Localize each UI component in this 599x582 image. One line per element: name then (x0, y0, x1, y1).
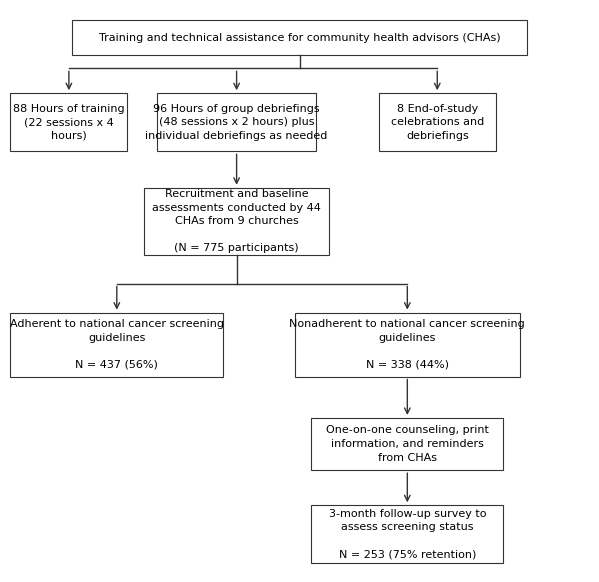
FancyBboxPatch shape (11, 93, 128, 151)
Text: One-on-one counseling, print
information, and reminders
from CHAs: One-on-one counseling, print information… (326, 425, 489, 463)
FancyBboxPatch shape (295, 313, 520, 377)
Text: Adherent to national cancer screening
guidelines

N = 437 (56%): Adherent to national cancer screening gu… (10, 319, 224, 370)
Text: Nonadherent to national cancer screening
guidelines

N = 338 (44%): Nonadherent to national cancer screening… (289, 319, 525, 370)
FancyBboxPatch shape (144, 187, 329, 255)
Text: 88 Hours of training
(22 sessions x 4
hours): 88 Hours of training (22 sessions x 4 ho… (13, 104, 125, 141)
Text: Training and technical assistance for community health advisors (CHAs): Training and technical assistance for co… (99, 33, 500, 43)
FancyBboxPatch shape (311, 505, 503, 563)
FancyBboxPatch shape (379, 93, 495, 151)
FancyBboxPatch shape (311, 418, 503, 470)
Text: 8 End-of-study
celebrations and
debriefings: 8 End-of-study celebrations and debriefi… (391, 104, 484, 141)
FancyBboxPatch shape (11, 313, 223, 377)
Text: Recruitment and baseline
assessments conducted by 44
CHAs from 9 churches

(N = : Recruitment and baseline assessments con… (152, 189, 321, 253)
FancyBboxPatch shape (72, 20, 527, 55)
FancyBboxPatch shape (157, 93, 316, 151)
Text: 96 Hours of group debriefings
(48 sessions x 2 hours) plus
individual debriefing: 96 Hours of group debriefings (48 sessio… (146, 104, 328, 141)
Text: 3-month follow-up survey to
assess screening status

N = 253 (75% retention): 3-month follow-up survey to assess scree… (329, 509, 486, 560)
